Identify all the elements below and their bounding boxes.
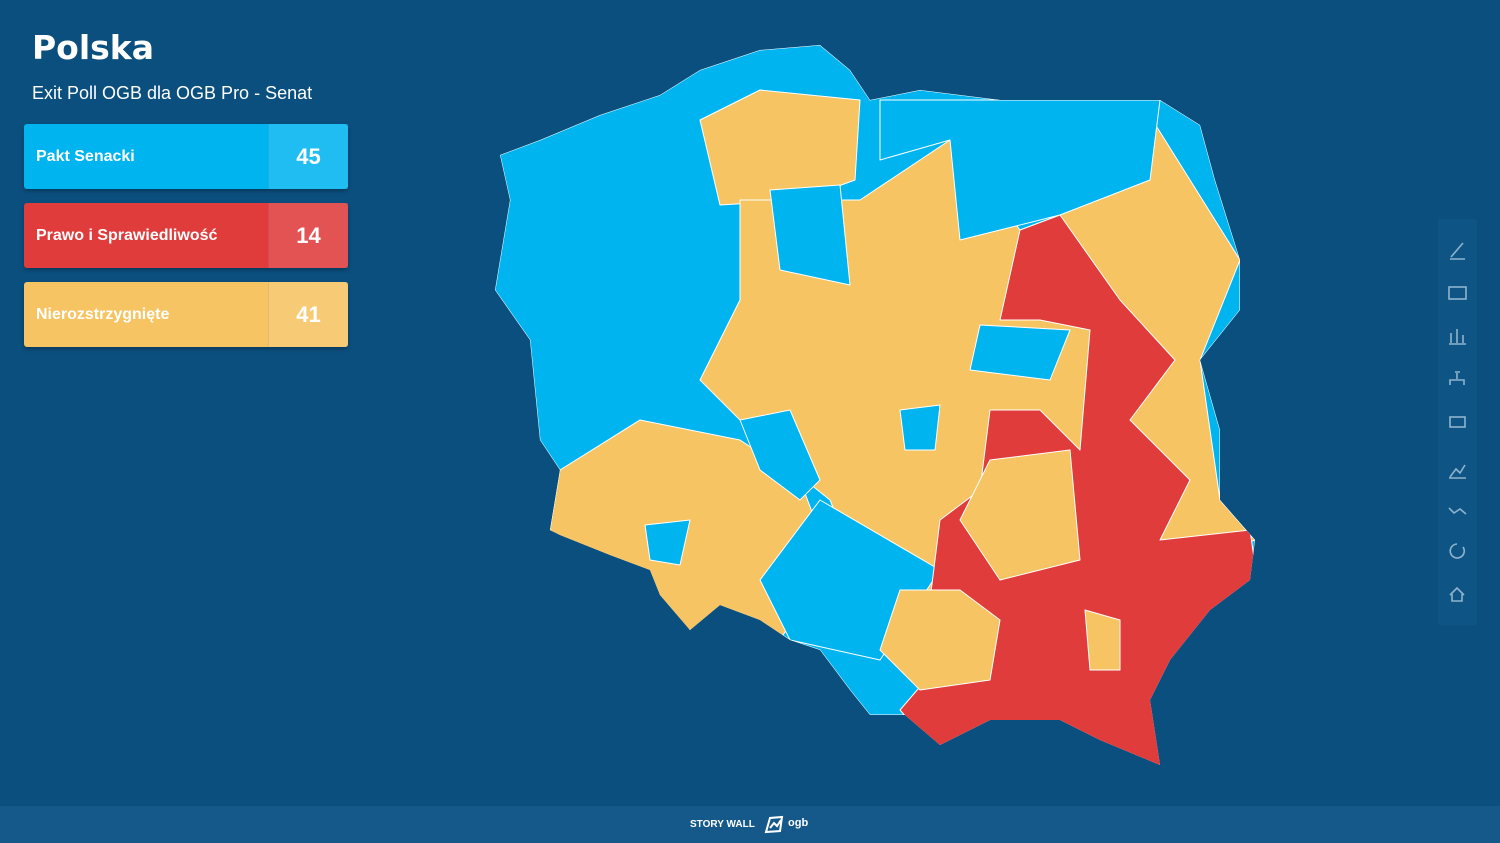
region	[959, 449, 1081, 581]
region	[644, 519, 691, 566]
footer: STORY WALL ogb	[0, 806, 1500, 843]
line-icon[interactable]	[1449, 464, 1466, 479]
home-icon[interactable]	[1449, 586, 1465, 602]
edit-icon[interactable]	[1450, 242, 1465, 260]
region	[739, 409, 821, 501]
toolbar	[1438, 219, 1477, 625]
legend-value: 14	[268, 203, 348, 268]
region	[899, 404, 941, 451]
logo-icon	[764, 815, 784, 834]
legend-name: Pakt Senacki	[36, 148, 135, 165]
region	[1084, 609, 1121, 671]
scatter-icon[interactable]	[1448, 507, 1467, 515]
tree-icon[interactable]	[1449, 371, 1465, 385]
legend-value: 41	[268, 282, 348, 347]
region	[879, 99, 1161, 241]
region	[879, 589, 1001, 691]
region	[969, 324, 1071, 381]
footer-label: STORY WALL	[690, 819, 755, 830]
present-icon[interactable]	[1449, 416, 1466, 428]
table-icon[interactable]	[1448, 286, 1467, 300]
region	[769, 184, 851, 286]
title: Polska	[32, 28, 155, 67]
footer-logo: ogb	[788, 817, 809, 829]
legend-name: Nierozstrzygnięte	[36, 306, 170, 323]
region	[699, 89, 861, 206]
legend-item: Prawo i Sprawiedliwość 14	[24, 203, 348, 268]
legend-item: Nierozstrzygnięte 41	[24, 282, 348, 347]
legend-name: Prawo i Sprawiedliwość	[36, 227, 218, 244]
toolbar-icons	[1448, 242, 1467, 602]
legend-item: Pakt Senacki 45	[24, 124, 348, 189]
legend-value: 45	[268, 124, 348, 189]
refresh-icon[interactable]	[1449, 543, 1466, 559]
regions	[495, 45, 1255, 765]
bar-icon[interactable]	[1449, 329, 1466, 345]
subtitle: Exit Poll OGB dla OGB Pro - Senat	[32, 83, 313, 103]
